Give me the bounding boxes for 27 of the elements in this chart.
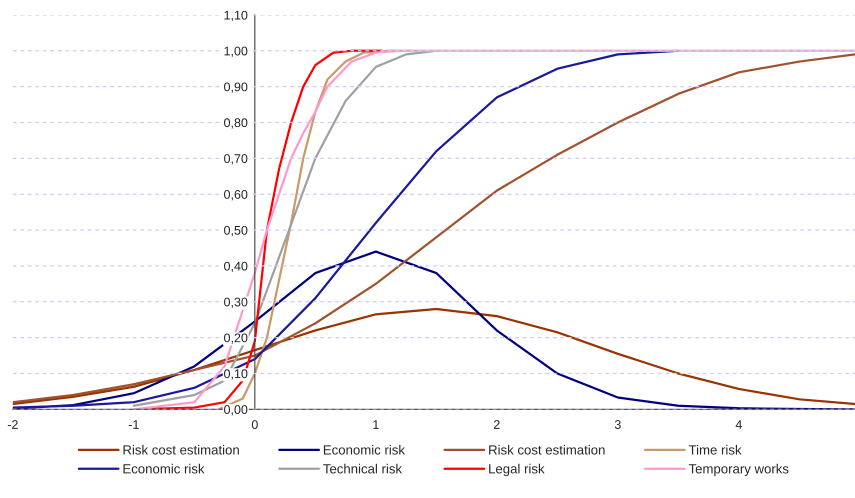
x-tick-label: 0: [252, 420, 258, 429]
y-tick-label: 1,00: [224, 46, 248, 57]
legend-label: Economic risk: [324, 444, 405, 455]
y-tick-label: 0,50: [224, 226, 248, 236]
x-tick-label: 2: [494, 420, 500, 429]
legend-label: Technical risk: [323, 464, 402, 474]
legend-label: Temporary works: [688, 464, 788, 476]
y-tick-label: 0,10: [224, 369, 248, 380]
x-tick-label: 4: [736, 420, 742, 429]
legend-label: Risk cost estimation: [489, 444, 605, 455]
legend-label: Legal risk: [489, 464, 545, 476]
y-tick-label: 1,10: [224, 10, 248, 22]
y-tick-label: 0,20: [224, 333, 248, 344]
x-tick-label: -2: [8, 420, 18, 429]
x-tick-label: -1: [128, 420, 139, 429]
y-tick-label: 0,00: [224, 405, 248, 416]
y-tick-label: 0,40: [224, 262, 248, 272]
y-tick-label: 0,80: [224, 118, 248, 129]
legend-label: Economic risk: [123, 464, 205, 474]
y-tick-label: 0,30: [224, 298, 248, 308]
y-tick-label: 0,70: [224, 154, 248, 164]
legend-label: Time risk: [688, 444, 742, 455]
y-tick-label: 0,60: [224, 190, 248, 200]
legend-label: Risk cost estimation: [123, 444, 239, 455]
x-tick-label: 1: [373, 420, 379, 429]
x-tick-label: 3: [614, 420, 621, 429]
y-tick-label: 0,90: [224, 82, 248, 93]
